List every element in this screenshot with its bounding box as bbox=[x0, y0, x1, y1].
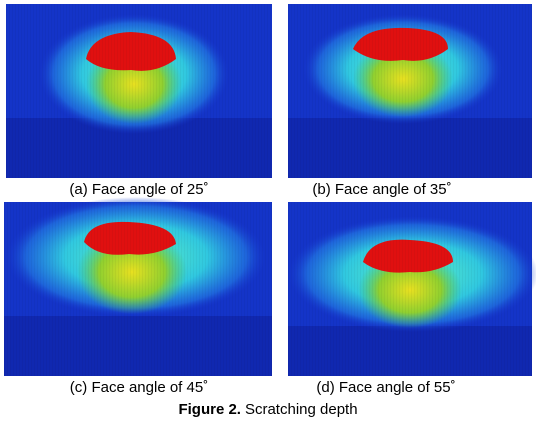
panel-caption: (d) Face angle of 55˚ bbox=[316, 379, 455, 396]
figure-caption-text: Scratching depth bbox=[245, 401, 358, 418]
panel-image bbox=[288, 4, 532, 178]
panel-caption: (b) Face angle of 35˚ bbox=[312, 181, 451, 198]
panel-image bbox=[4, 197, 272, 376]
panel-image bbox=[6, 4, 272, 178]
panel-caption: (a) Face angle of 25˚ bbox=[69, 181, 208, 198]
figure-caption: Figure 2.Scratching depth bbox=[178, 401, 357, 418]
panel-image bbox=[288, 202, 536, 376]
figure: (a) Face angle of 25˚ (b) Face angle of … bbox=[0, 0, 536, 430]
page: (a) Face angle of 25˚ (b) Face angle of … bbox=[0, 0, 536, 430]
panel-caption: (c) Face angle of 45˚ bbox=[70, 379, 208, 396]
figure-label: Figure 2. bbox=[178, 401, 241, 418]
